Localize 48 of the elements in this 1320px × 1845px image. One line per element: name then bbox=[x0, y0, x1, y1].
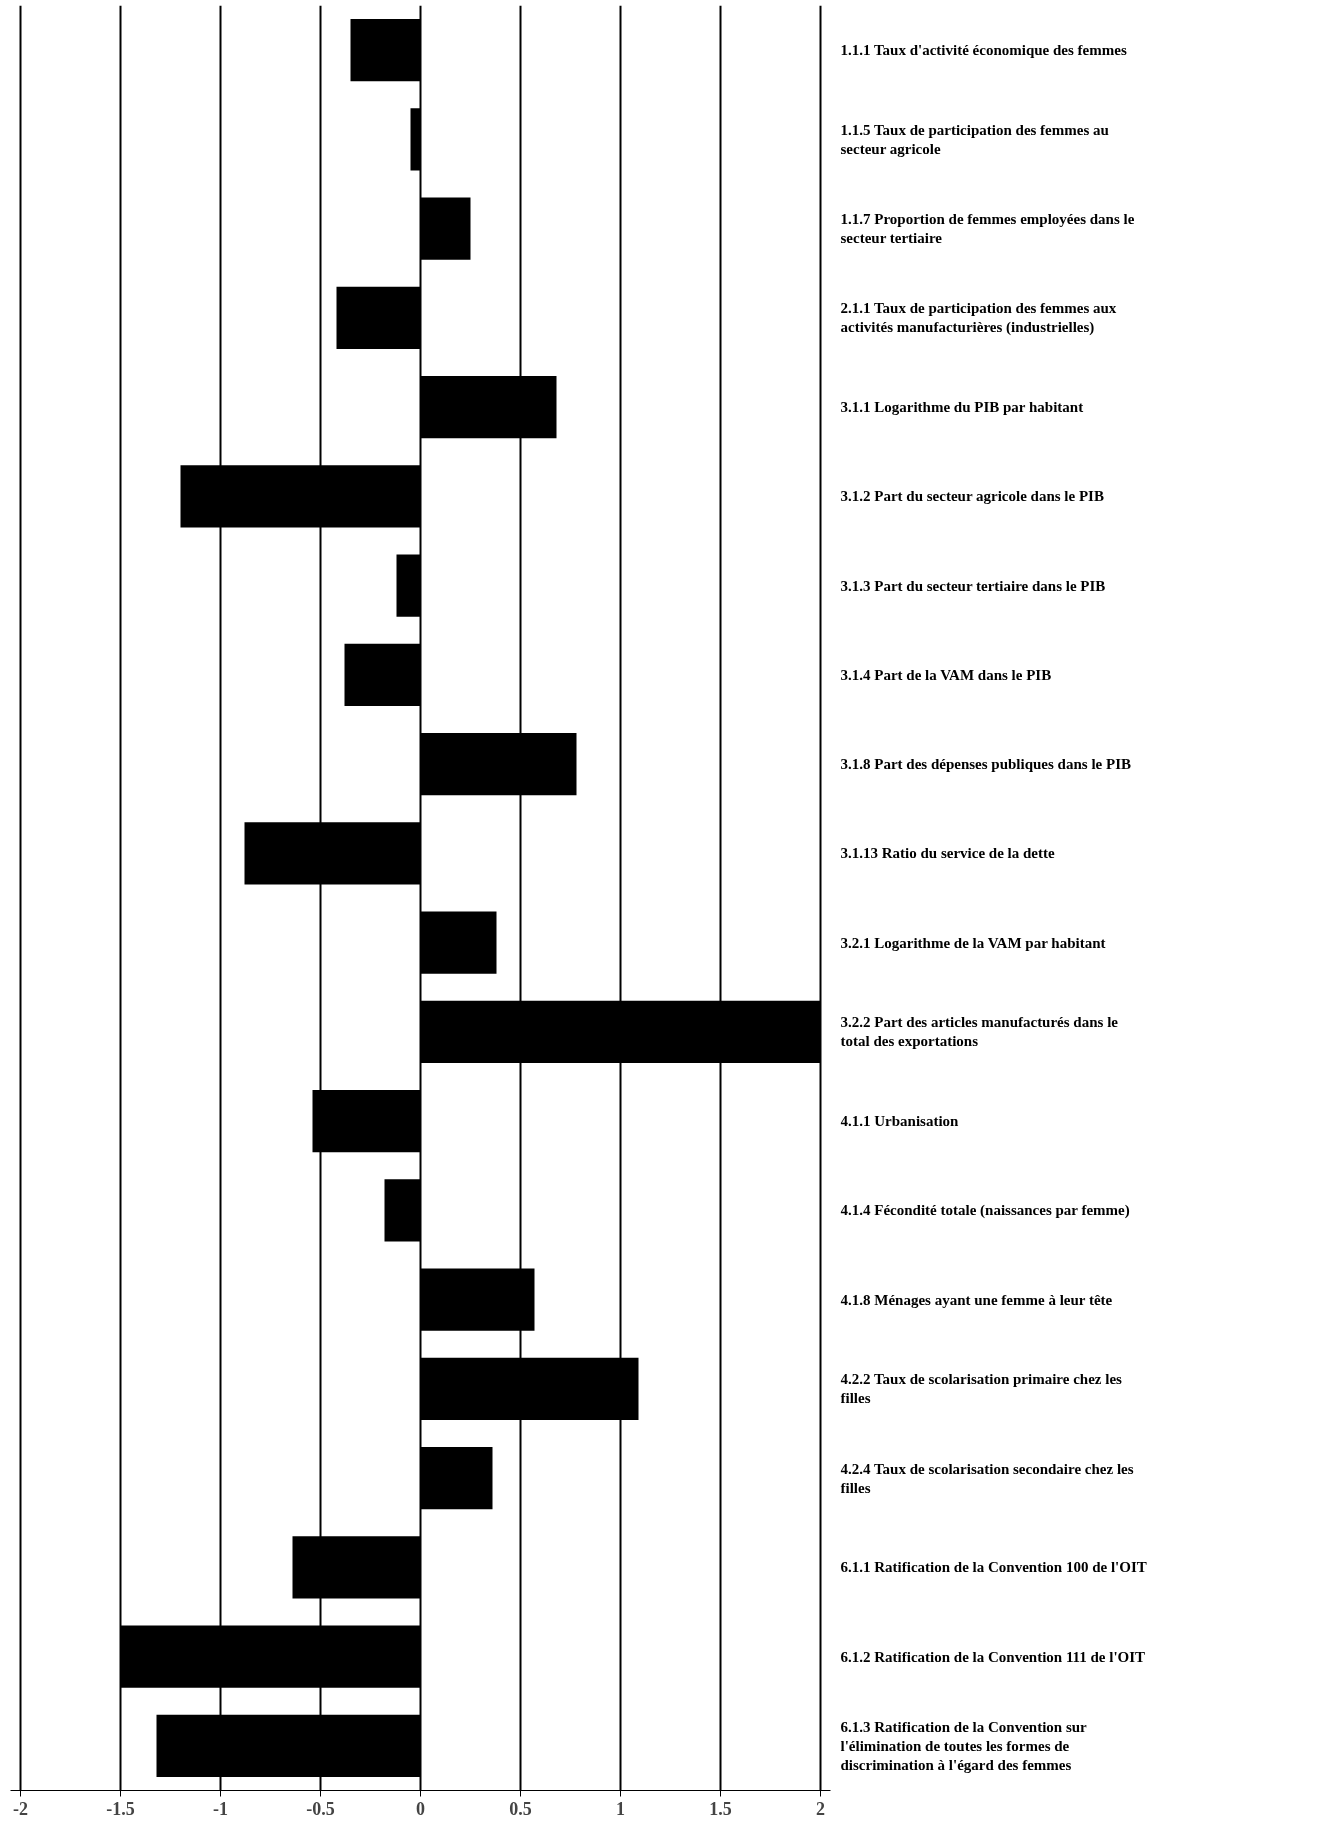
bar bbox=[420, 197, 471, 260]
x-tick-label: 1 bbox=[616, 1798, 625, 1819]
y-tick-label: 1.1.5 Taux de participation des femmes au secteur agricole bbox=[840, 121, 1109, 157]
y-tick-label: 3.1.3 Part du secteur tertiaire dans le PIB bbox=[840, 577, 1106, 594]
bar bbox=[420, 732, 577, 796]
y-tick-label: 3.1.1 Logarithme du PIB par habitant bbox=[840, 399, 1084, 416]
bar bbox=[350, 18, 421, 82]
x-tick-label: 0 bbox=[416, 1798, 425, 1819]
y-tick-label: 4.1.8 Ménages ayant une femme à leur tête bbox=[840, 1291, 1113, 1308]
y-tick-label: 3.1.4 Part de la VAM dans le PIB bbox=[840, 666, 1052, 683]
x-tick-label: -2 bbox=[13, 1798, 28, 1819]
x-tick-label: 1.5 bbox=[709, 1798, 732, 1819]
bar bbox=[410, 108, 421, 171]
y-tick-label: 3.2.1 Logarithme de la VAM par habitant bbox=[840, 934, 1106, 951]
y-tick-label: 1.1.1 Taux d'activité économique des femmes bbox=[840, 42, 1127, 59]
x-tick-label: -1.5 bbox=[106, 1798, 135, 1819]
y-tick-label: 6.1.1 Ratification de la Convention 100 de l'OIT bbox=[840, 1559, 1147, 1576]
y-tick-label: 6.1.3 Ratification de la Convention sur l'élimination de toutes les formes de discrimination à l'égard des femmes bbox=[840, 1718, 1088, 1774]
y-tick-label: 4.2.4 Taux de scolarisation secondaire chez les filles bbox=[840, 1460, 1134, 1496]
y-tick-label: 6.1.2 Ratification de la Convention 111 de l'OIT bbox=[840, 1648, 1146, 1665]
bar bbox=[420, 911, 497, 974]
y-tick-label: 4.2.2 Taux de scolarisation primaire chez les filles bbox=[840, 1371, 1123, 1407]
y-tick-label: 4.1.4 Fécondité totale (naissances par femme) bbox=[840, 1202, 1130, 1220]
bar bbox=[336, 286, 421, 350]
y-tick-label: 4.1.1 Urbanisation bbox=[840, 1113, 960, 1130]
bar bbox=[244, 822, 421, 885]
bar bbox=[396, 554, 421, 617]
bar bbox=[312, 1089, 421, 1153]
bar bbox=[292, 1536, 421, 1599]
y-tick-label: 3.2.2 Part des articles manufacturés dans le total des exportations bbox=[840, 1014, 1119, 1050]
bar bbox=[420, 1446, 493, 1510]
y-tick-label: 2.1.1 Taux de participation des femmes aux activités manufacturières (industrielles) bbox=[840, 300, 1117, 337]
bar bbox=[420, 1357, 639, 1421]
bar bbox=[120, 1625, 421, 1688]
bar bbox=[344, 643, 421, 707]
bar bbox=[180, 465, 421, 528]
bar bbox=[156, 1714, 421, 1778]
y-tick-label: 1.1.7 Proportion de femmes employées dans le secteur tertiaire bbox=[840, 211, 1135, 247]
y-tick-label: 3.1.13 Ratio du service de la dette bbox=[840, 845, 1055, 862]
x-tick-label: -1 bbox=[213, 1798, 228, 1819]
bar bbox=[420, 375, 557, 439]
x-tick-label: -0.5 bbox=[306, 1798, 335, 1819]
x-tick-label: 0.5 bbox=[509, 1798, 532, 1819]
x-tick-label: 2 bbox=[816, 1798, 825, 1819]
bar bbox=[384, 1179, 421, 1242]
bar bbox=[420, 1268, 535, 1331]
y-tick-label: 3.1.8 Part des dépenses publiques dans le PIB bbox=[840, 756, 1131, 773]
y-tick-label: 3.1.2 Part du secteur agricole dans le PIB bbox=[840, 488, 1104, 505]
